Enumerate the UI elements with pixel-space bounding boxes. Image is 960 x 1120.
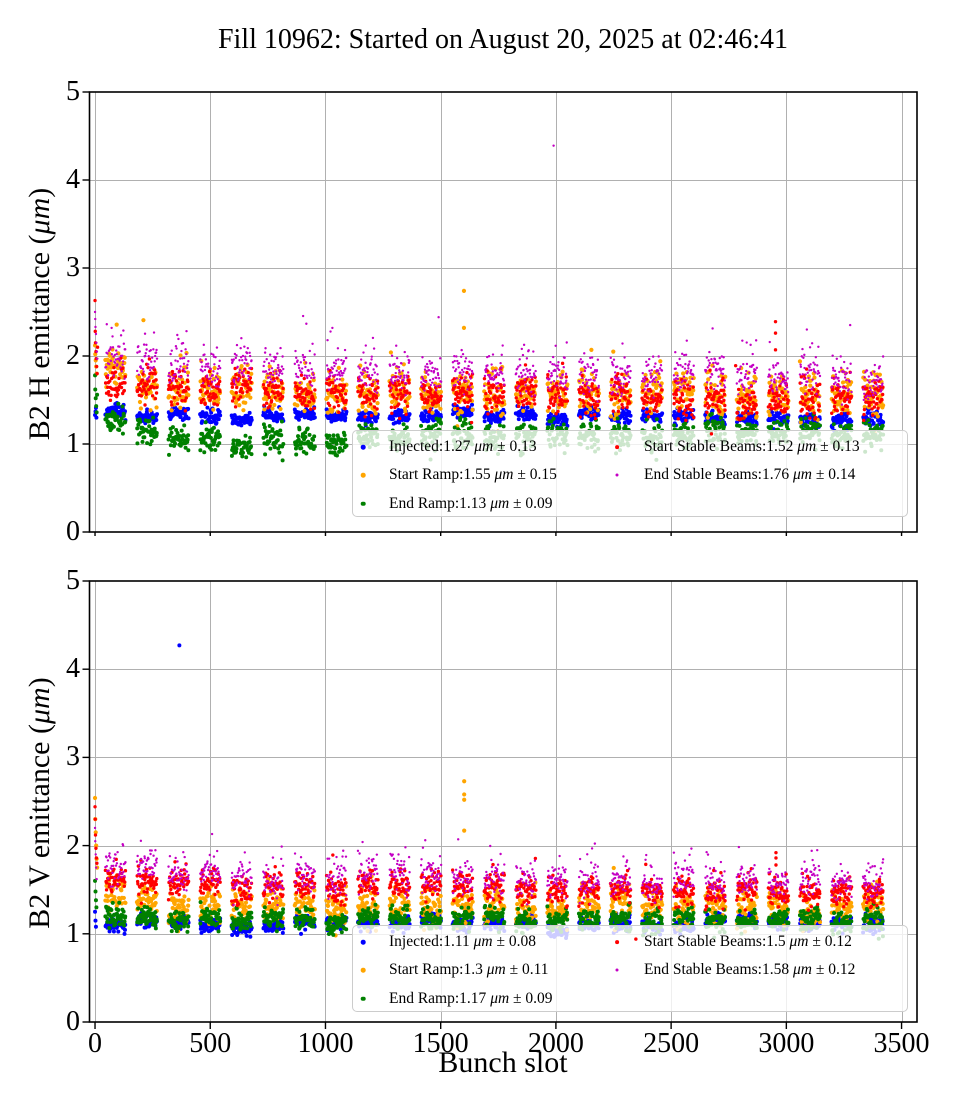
legend-marker-start_stable (615, 445, 619, 449)
legend-marker-start_stable (615, 940, 619, 944)
legend-item-label: Start Ramp:1.3 μm ± 0.11 (389, 961, 549, 979)
legend-marker-injected (360, 444, 366, 450)
legend-item-end_ramp: End Ramp:1.13 μm ± 0.09 (353, 490, 653, 518)
legend-item-start_stable: Start Stable Beams:1.5 μm ± 0.12 (604, 928, 904, 956)
legend-top: Injected:1.27 μm ± 0.13 Start Ramp:1.55 μ… (352, 430, 908, 517)
legend-item-label: Start Stable Beams:1.5 μm ± 0.12 (644, 933, 852, 950)
y-tick-label: 4 (66, 164, 80, 195)
legend-marker-end_stable (615, 968, 619, 972)
y-tick-label: 5 (66, 565, 80, 596)
y-tick-label: 1 (66, 917, 80, 949)
legend-item-label: Start Stable Beams:1.52 μm ± 0.13 (644, 438, 860, 455)
y-tick-label: 3 (66, 741, 80, 773)
y-tick-label: 4 (66, 653, 80, 685)
legend-item-end_stable: End Stable Beams:1.58 μm ± 0.12 (604, 956, 904, 984)
legend-marker-start_ramp (360, 473, 366, 478)
legend-item-end_ramp: End Ramp:1.17 μm ± 0.09 (353, 985, 653, 1013)
legend-item-label: Injected:1.11 μm ± 0.08 (389, 933, 537, 950)
legend-item-end_stable: End Stable Beams:1.76 μm ± 0.14 (604, 461, 904, 489)
y-tick-label: 0 (66, 516, 80, 547)
legend-marker-injected (360, 939, 366, 945)
y-tick-label: 1 (66, 428, 80, 459)
legend-marker-end_stable (615, 473, 619, 477)
legend-item-label: End Stable Beams:1.76 μm ± 0.14 (644, 466, 856, 484)
y-tick-label: 3 (66, 252, 80, 283)
legend-item-label: End Stable Beams:1.58 μm ± 0.12 (644, 961, 856, 979)
y-tick-label: 2 (66, 340, 80, 371)
legend-item-label: Start Ramp:1.55 μm ± 0.15 (389, 466, 557, 484)
legend-marker-start_ramp (360, 968, 366, 973)
x-tick-label: 3500 (873, 1028, 930, 1059)
y-tick-label: 2 (66, 829, 80, 861)
figure-title: Fill 10962: Started on August 20, 2025 a… (217, 24, 789, 55)
legend-bottom: Injected:1.11 μm ± 0.08 Start Ramp:1.3 μm… (352, 925, 908, 1012)
legend-item-label: Injected:1.27 μm ± 0.13 (389, 438, 537, 455)
legend-marker-end_ramp (360, 501, 366, 506)
legend-item-start_stable: Start Stable Beams:1.52 μm ± 0.13 (604, 433, 904, 461)
y-tick-label: 5 (66, 76, 80, 107)
legend-item-label: End Ramp:1.13 μm ± 0.09 (389, 494, 553, 512)
legend-item-label: End Ramp:1.17 μm ± 0.09 (389, 989, 553, 1007)
legend-marker-end_ramp (360, 996, 366, 1001)
